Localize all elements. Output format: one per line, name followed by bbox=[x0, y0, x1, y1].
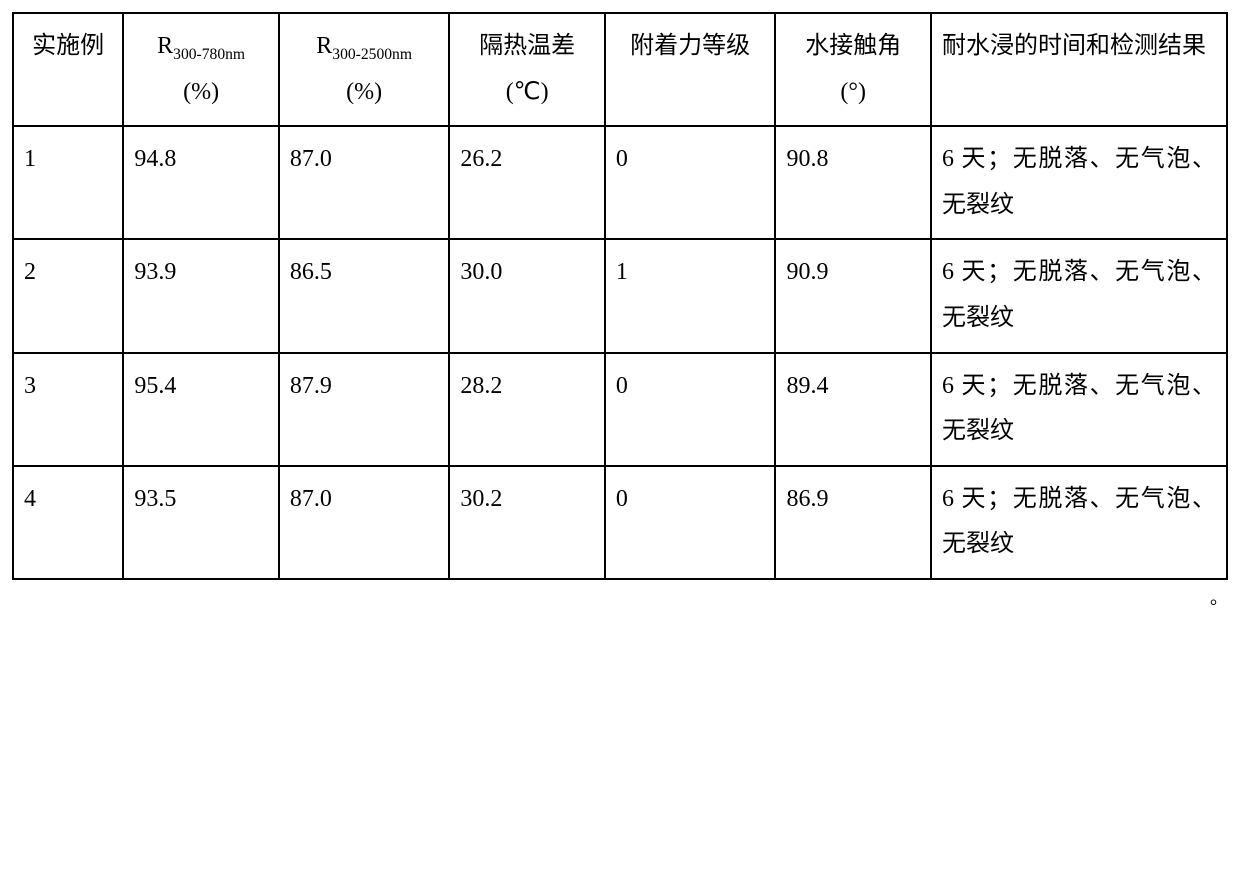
cell-adhesion: 1 bbox=[605, 239, 776, 352]
cell-r300-2500: 86.5 bbox=[279, 239, 450, 352]
col-header-label: 耐水浸的时间和检测结果 bbox=[942, 33, 1206, 59]
cell-water-soak: 6 天；无脱落、无气泡、无裂纹 bbox=[931, 466, 1227, 579]
cell-temp-diff: 30.2 bbox=[449, 466, 605, 579]
col-header-unit: (°) bbox=[840, 79, 866, 105]
cell-temp-diff: 30.0 bbox=[449, 239, 605, 352]
cell-r300-780: 94.8 bbox=[123, 126, 279, 239]
col-header-unit: (%) bbox=[183, 79, 219, 105]
cell-contact-angle: 90.8 bbox=[775, 126, 931, 239]
col-header-r300-2500: R300-2500nm (%) bbox=[279, 13, 450, 126]
col-header-prefix: R bbox=[316, 33, 332, 59]
cell-contact-angle: 86.9 bbox=[775, 466, 931, 579]
cell-example: 3 bbox=[13, 353, 123, 466]
col-header-unit: (℃) bbox=[506, 79, 549, 105]
col-header-adhesion: 附着力等级 bbox=[605, 13, 776, 126]
cell-water-soak: 6 天；无脱落、无气泡、无裂纹 bbox=[931, 239, 1227, 352]
col-header-temp-diff: 隔热温差 (℃) bbox=[449, 13, 605, 126]
col-header-main: 水接触角 bbox=[805, 33, 901, 59]
col-header-prefix: R bbox=[157, 33, 173, 59]
table-row: 4 93.5 87.0 30.2 0 86.9 6 天；无脱落、无气泡、无裂纹 bbox=[13, 466, 1227, 579]
col-header-r300-780: R300-780nm (%) bbox=[123, 13, 279, 126]
table-body: 1 94.8 87.0 26.2 0 90.8 6 天；无脱落、无气泡、无裂纹 … bbox=[13, 126, 1227, 579]
cell-r300-780: 93.5 bbox=[123, 466, 279, 579]
col-header-label: 附着力等级 bbox=[630, 33, 750, 59]
col-header-main: 隔热温差 bbox=[479, 33, 575, 59]
col-header-example: 实施例 bbox=[13, 13, 123, 126]
cell-temp-diff: 26.2 bbox=[449, 126, 605, 239]
cell-contact-angle: 90.9 bbox=[775, 239, 931, 352]
cell-adhesion: 0 bbox=[605, 126, 776, 239]
cell-r300-780: 95.4 bbox=[123, 353, 279, 466]
col-header-sub: 300-780nm bbox=[173, 46, 245, 63]
cell-r300-2500: 87.9 bbox=[279, 353, 450, 466]
cell-contact-angle: 89.4 bbox=[775, 353, 931, 466]
cell-temp-diff: 28.2 bbox=[449, 353, 605, 466]
cell-adhesion: 0 bbox=[605, 353, 776, 466]
col-header-contact-angle: 水接触角 (°) bbox=[775, 13, 931, 126]
cell-example: 2 bbox=[13, 239, 123, 352]
cell-r300-2500: 87.0 bbox=[279, 466, 450, 579]
data-table: 实施例 R300-780nm (%) R300-2500nm (%) 隔热温差 … bbox=[12, 12, 1228, 580]
col-header-unit: (%) bbox=[346, 79, 382, 105]
cell-adhesion: 0 bbox=[605, 466, 776, 579]
col-header-label: 实施例 bbox=[32, 33, 104, 59]
cell-example: 4 bbox=[13, 466, 123, 579]
cell-r300-780: 93.9 bbox=[123, 239, 279, 352]
trailing-period: 。 bbox=[12, 580, 1228, 610]
table-header-row: 实施例 R300-780nm (%) R300-2500nm (%) 隔热温差 … bbox=[13, 13, 1227, 126]
table-row: 2 93.9 86.5 30.0 1 90.9 6 天；无脱落、无气泡、无裂纹 bbox=[13, 239, 1227, 352]
cell-example: 1 bbox=[13, 126, 123, 239]
col-header-water-soak: 耐水浸的时间和检测结果 bbox=[931, 13, 1227, 126]
cell-r300-2500: 87.0 bbox=[279, 126, 450, 239]
cell-water-soak: 6 天；无脱落、无气泡、无裂纹 bbox=[931, 353, 1227, 466]
table-row: 1 94.8 87.0 26.2 0 90.8 6 天；无脱落、无气泡、无裂纹 bbox=[13, 126, 1227, 239]
table-row: 3 95.4 87.9 28.2 0 89.4 6 天；无脱落、无气泡、无裂纹 bbox=[13, 353, 1227, 466]
col-header-sub: 300-2500nm bbox=[332, 46, 412, 63]
cell-water-soak: 6 天；无脱落、无气泡、无裂纹 bbox=[931, 126, 1227, 239]
table-container: 实施例 R300-780nm (%) R300-2500nm (%) 隔热温差 … bbox=[12, 12, 1228, 610]
